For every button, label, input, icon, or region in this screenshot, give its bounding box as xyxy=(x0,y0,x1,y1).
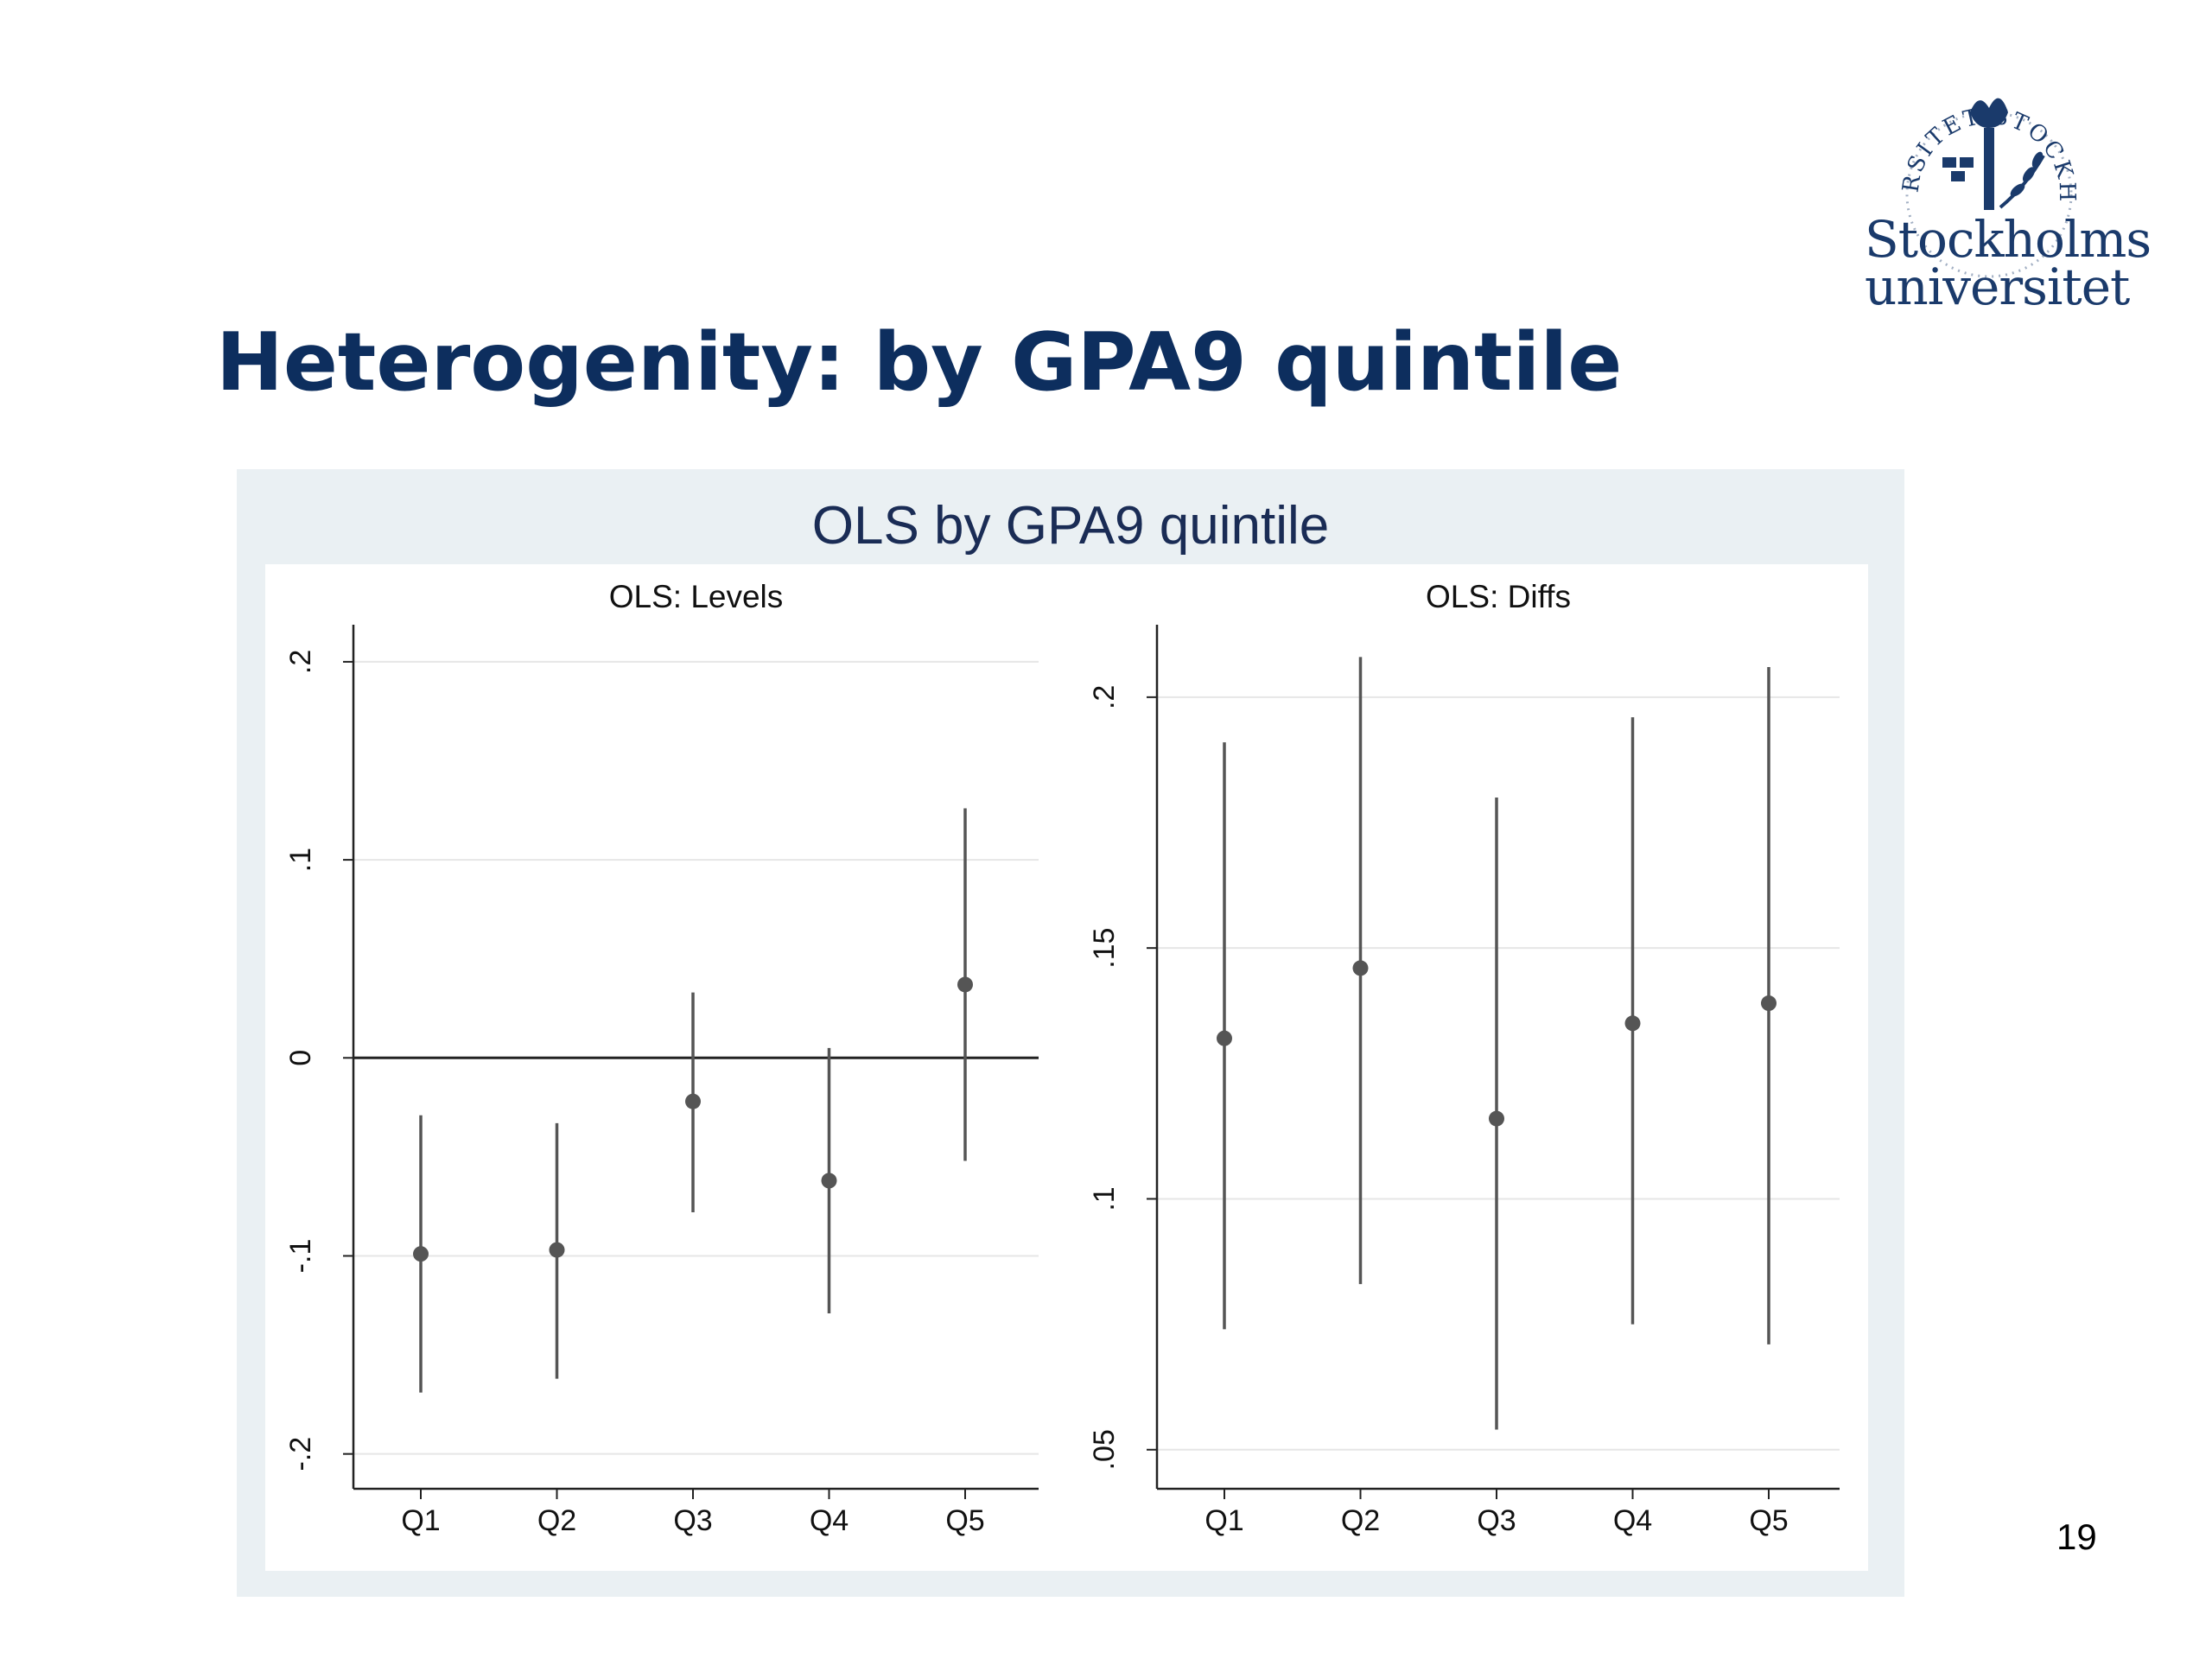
panel1-estimate-point xyxy=(549,1242,565,1258)
panel1-ytick-label: .2 xyxy=(284,650,317,674)
panel2-estimate-point xyxy=(1761,995,1777,1012)
panel1-xtick-label: Q5 xyxy=(945,1504,984,1537)
panel2-ytick-label: .2 xyxy=(1088,685,1121,709)
chart-title: OLS by GPA9 quintile xyxy=(811,496,1330,556)
panel1-ytick-label: 0 xyxy=(284,1050,317,1066)
stockholm-university-seal-icon: UNIVERSITET STOCKHOLMS xyxy=(1858,60,2080,278)
coefficient-plots: OLS: Levels -.2 -.1 0 .1 .2 Q1 Q2 Q3 Q4 Q5 OLS: Dif… xyxy=(284,579,1840,1537)
panel1-ytick-label: -.1 xyxy=(284,1239,317,1274)
panel2-estimate-point xyxy=(1352,960,1369,976)
panel2-estimate-point xyxy=(1217,1030,1232,1046)
panel2-ytick-label: .15 xyxy=(1088,928,1121,969)
panel2-xtick-label: Q5 xyxy=(1749,1504,1788,1537)
chart-frame: OLS by GPA9 quintile OLS: Levels -.2 -.1 0.… xyxy=(237,469,1904,1597)
panel1-estimate-point xyxy=(413,1246,429,1262)
panel1-estimate-point xyxy=(685,1093,701,1109)
panel1-xtick-label: Q4 xyxy=(810,1504,849,1537)
panel1-ytick-label: .1 xyxy=(284,848,317,872)
logo-name-line2: universitet xyxy=(1865,257,2130,316)
panel2-xtick-label: Q4 xyxy=(1613,1504,1652,1537)
panel1-subtitle: OLS: Levels xyxy=(609,579,784,614)
svg-text:UNIVERSITET STOCKHOLMS: UNIVERSITET STOCKHOLMS xyxy=(1858,60,2080,204)
panel2-ytick-label: .05 xyxy=(1088,1429,1121,1470)
panel1-estimate-point xyxy=(957,976,973,993)
panel2-estimate-point xyxy=(1489,1110,1504,1127)
panel2-estimate-point xyxy=(1624,1015,1641,1032)
panel1-xtick-label: Q1 xyxy=(401,1504,440,1537)
slide-title: Heterogenity: by GPA9 quintile xyxy=(216,315,1623,409)
page-number: 19 xyxy=(2056,1516,2097,1557)
panel1-xtick-label: Q2 xyxy=(537,1504,576,1537)
panel1-xtick-label: Q3 xyxy=(673,1504,712,1537)
logo-name-line1: Stockholms xyxy=(1865,210,2152,269)
panel1-estimate-point xyxy=(821,1173,837,1189)
chart-plot-area: OLS: Levels -.2 -.1 0 .1 .2 Q1 Q2 Q3 Q4 Q5 OLS: Dif… xyxy=(265,564,1868,1571)
panel2-ytick-label: .1 xyxy=(1088,1186,1121,1211)
panel2-xtick-label: Q1 xyxy=(1205,1504,1243,1537)
panel2-xtick-label: Q3 xyxy=(1477,1504,1516,1537)
panel2-xtick-label: Q2 xyxy=(1341,1504,1380,1537)
panel1-ytick-label: -.2 xyxy=(284,1437,317,1471)
panel2-subtitle: OLS: Diffs xyxy=(1426,579,1571,614)
